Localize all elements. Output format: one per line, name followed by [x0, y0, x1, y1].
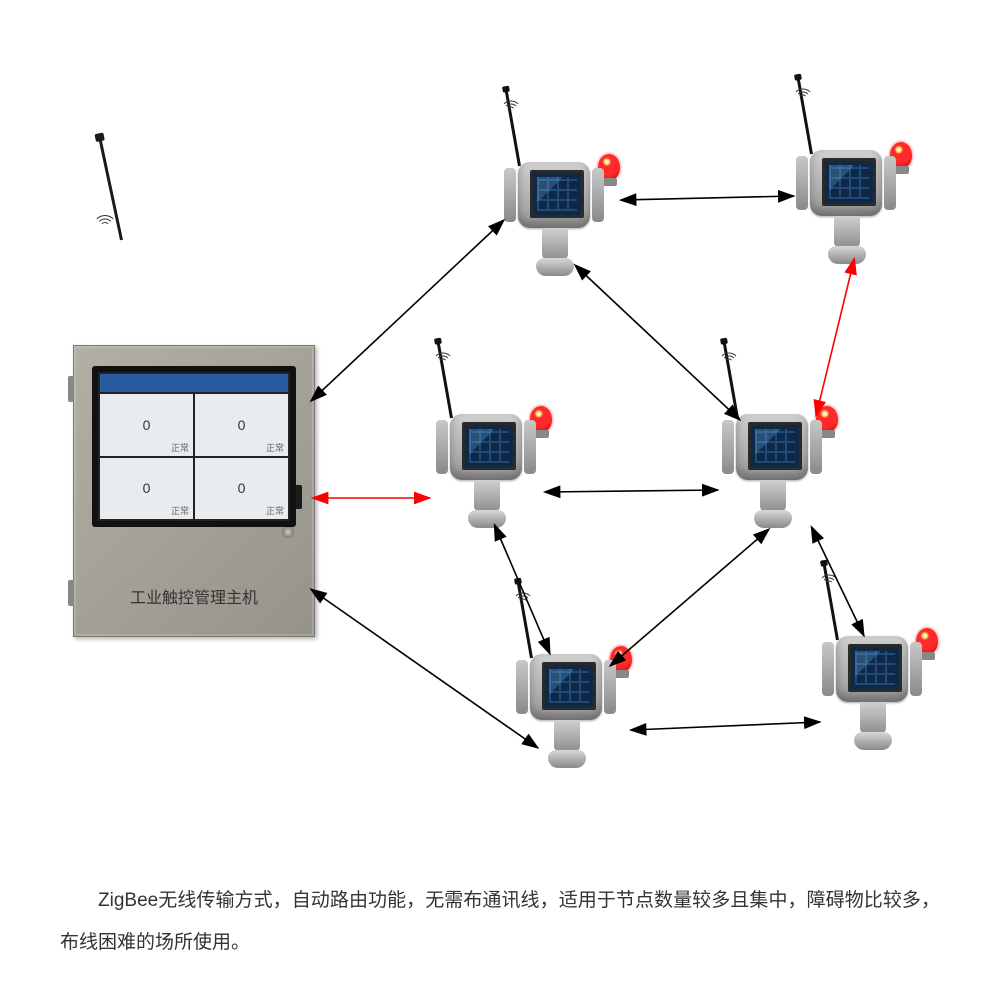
edge — [312, 590, 538, 748]
host-label: 工业触控管理主机 — [74, 584, 314, 608]
sensor-foot — [854, 732, 892, 750]
screen-cell: 0正常 — [100, 458, 193, 520]
sensor-node — [430, 368, 550, 528]
wifi-icon — [794, 90, 812, 108]
sensor-screen — [748, 422, 802, 470]
wifi-icon — [720, 354, 738, 372]
sensor-node — [510, 608, 630, 768]
sensor-screen — [822, 158, 876, 206]
sensor-node — [716, 368, 836, 528]
screen-cell: 0正常 — [195, 394, 288, 456]
sensor-node — [816, 590, 936, 750]
hinge — [68, 376, 74, 402]
sensor-screen — [848, 644, 902, 692]
lock-icon — [282, 526, 294, 538]
edge — [632, 722, 820, 730]
screen-titlebar — [100, 374, 288, 392]
wifi-icon — [94, 216, 116, 238]
edge — [546, 490, 718, 492]
sensor-foot — [828, 246, 866, 264]
sensor-foot — [548, 750, 586, 768]
wifi-icon — [502, 102, 520, 120]
sensor-foot — [468, 510, 506, 528]
sensor-neck — [860, 702, 886, 734]
sensor-node — [790, 104, 910, 264]
sensor-foot — [536, 258, 574, 276]
wifi-icon — [514, 594, 532, 612]
edge — [622, 196, 794, 200]
sensor-neck — [760, 480, 786, 512]
sensor-node — [498, 116, 618, 276]
network-diagram: 0正常 0正常 0正常 0正常 工业触控管理主机 — [0, 0, 1000, 820]
wifi-icon — [434, 354, 452, 372]
sensor-neck — [474, 480, 500, 512]
caption-text: ZigBee无线传输方式，自动路由功能，无需布通讯线，适用于节点数量较多且集中，… — [60, 880, 940, 964]
screen-cell: 0正常 — [195, 458, 288, 520]
host-control-box: 0正常 0正常 0正常 0正常 工业触控管理主机 — [73, 345, 315, 637]
sensor-neck — [542, 228, 568, 260]
edge — [610, 530, 768, 666]
wifi-icon — [820, 576, 838, 594]
screen-cell: 0正常 — [100, 394, 193, 456]
sensor-foot — [754, 510, 792, 528]
sensor-neck — [834, 216, 860, 248]
sensor-screen — [542, 662, 596, 710]
sensor-neck — [554, 720, 580, 752]
sensor-screen — [462, 422, 516, 470]
host-screen: 0正常 0正常 0正常 0正常 — [92, 366, 296, 527]
sensor-screen — [530, 170, 584, 218]
